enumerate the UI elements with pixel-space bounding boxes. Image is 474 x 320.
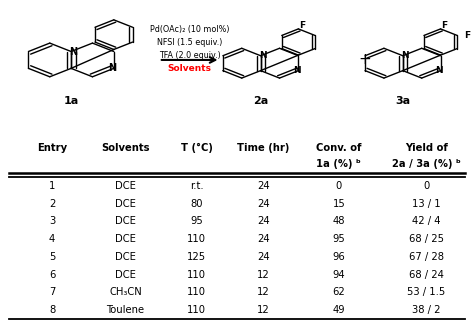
Text: 2: 2 xyxy=(49,199,55,209)
Text: NFSI (1.5 equiv.): NFSI (1.5 equiv.) xyxy=(157,38,222,47)
Text: DCE: DCE xyxy=(115,252,136,262)
Text: 12: 12 xyxy=(257,305,269,315)
Text: 1a (%) ᵇ: 1a (%) ᵇ xyxy=(317,159,361,169)
Text: Conv. of: Conv. of xyxy=(316,143,362,153)
Text: 68 / 24: 68 / 24 xyxy=(409,269,444,280)
Text: 3: 3 xyxy=(49,216,55,227)
Text: 13 / 1: 13 / 1 xyxy=(412,199,441,209)
Text: CH₃CN: CH₃CN xyxy=(109,287,142,297)
Text: Entry: Entry xyxy=(37,143,67,153)
Text: F: F xyxy=(441,20,447,29)
Text: r.t.: r.t. xyxy=(190,181,203,191)
Text: 1a: 1a xyxy=(64,96,79,106)
Text: 53 / 1.5: 53 / 1.5 xyxy=(408,287,446,297)
Text: N: N xyxy=(108,63,116,73)
Text: DCE: DCE xyxy=(115,269,136,280)
Text: 94: 94 xyxy=(333,269,345,280)
Text: Pd(OAc)₂ (10 mol%): Pd(OAc)₂ (10 mol%) xyxy=(150,25,229,34)
Text: 96: 96 xyxy=(333,252,345,262)
Text: 3a: 3a xyxy=(395,96,410,106)
Text: N: N xyxy=(292,66,301,75)
Text: 67 / 28: 67 / 28 xyxy=(409,252,444,262)
Text: DCE: DCE xyxy=(115,181,136,191)
Text: Solvents: Solvents xyxy=(101,143,150,153)
Text: 125: 125 xyxy=(187,252,206,262)
Text: 48: 48 xyxy=(333,216,345,227)
Text: 8: 8 xyxy=(49,305,55,315)
Text: +: + xyxy=(359,52,371,68)
Text: N: N xyxy=(435,66,443,75)
Text: 4: 4 xyxy=(49,234,55,244)
Text: 12: 12 xyxy=(257,269,269,280)
Text: Yield of: Yield of xyxy=(405,143,448,153)
Text: 62: 62 xyxy=(333,287,345,297)
Text: 24: 24 xyxy=(257,199,269,209)
Text: 24: 24 xyxy=(257,234,269,244)
Text: 24: 24 xyxy=(257,181,269,191)
Text: 6: 6 xyxy=(49,269,55,280)
Text: 110: 110 xyxy=(187,287,206,297)
Text: 110: 110 xyxy=(187,234,206,244)
Text: T (°C): T (°C) xyxy=(181,143,213,153)
Text: 1: 1 xyxy=(49,181,55,191)
Text: 24: 24 xyxy=(257,252,269,262)
Text: 7: 7 xyxy=(49,287,55,297)
Text: N: N xyxy=(401,51,409,60)
Text: N: N xyxy=(259,51,266,60)
Text: N: N xyxy=(69,46,77,57)
Text: 2a / 3a (%) ᵇ: 2a / 3a (%) ᵇ xyxy=(392,159,461,169)
Text: Solvents: Solvents xyxy=(168,64,211,73)
Text: 12: 12 xyxy=(257,287,269,297)
Text: 15: 15 xyxy=(333,199,345,209)
Text: 49: 49 xyxy=(333,305,345,315)
Text: F: F xyxy=(299,20,305,29)
Text: 24: 24 xyxy=(257,216,269,227)
Text: 110: 110 xyxy=(187,305,206,315)
Text: 2a: 2a xyxy=(253,96,268,106)
Text: F: F xyxy=(465,31,471,40)
Text: Toulene: Toulene xyxy=(107,305,145,315)
Text: 42 / 4: 42 / 4 xyxy=(412,216,441,227)
Text: 95: 95 xyxy=(191,216,203,227)
Text: 110: 110 xyxy=(187,269,206,280)
Text: DCE: DCE xyxy=(115,199,136,209)
Text: 68 / 25: 68 / 25 xyxy=(409,234,444,244)
Text: DCE: DCE xyxy=(115,234,136,244)
Text: 0: 0 xyxy=(336,181,342,191)
Text: 80: 80 xyxy=(191,199,203,209)
Text: 38 / 2: 38 / 2 xyxy=(412,305,441,315)
Text: DCE: DCE xyxy=(115,216,136,227)
Text: 95: 95 xyxy=(333,234,345,244)
Text: 5: 5 xyxy=(49,252,55,262)
Text: 0: 0 xyxy=(423,181,430,191)
Text: Time (hr): Time (hr) xyxy=(237,143,289,153)
Text: TFA (2.0 equiv.): TFA (2.0 equiv.) xyxy=(159,51,220,60)
